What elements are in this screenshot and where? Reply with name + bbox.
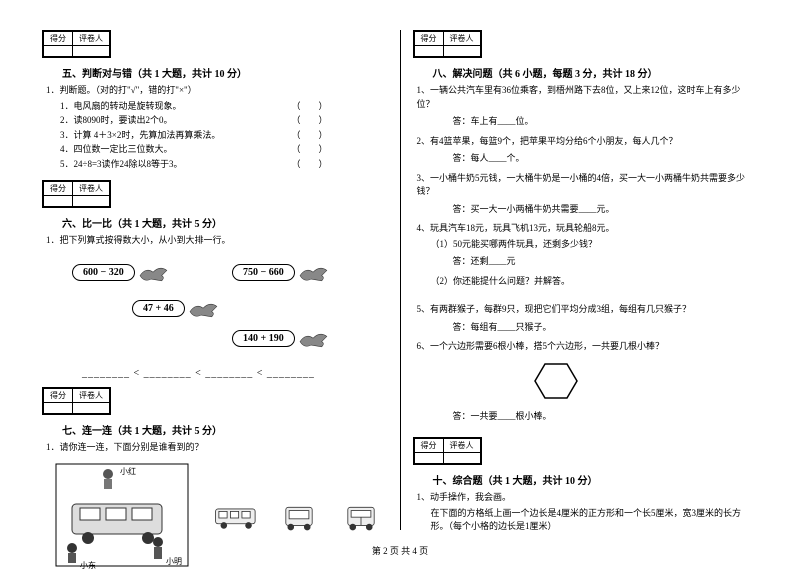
q8-2: 2、有4篮苹果，每篮9个，把苹果平均分给6个小朋友，每人几个？ <box>417 135 759 149</box>
q8-1: 1、一辆公共汽车里有36位乘客，到梧州路下去8位，又上来12位，这时车上有多少位… <box>417 84 759 111</box>
section-5-title: 五、判断对与错（共 1 大题，共计 10 分） <box>62 65 388 80</box>
section-10-title: 十、综合题（共 1 大题，共计 10 分） <box>433 472 759 487</box>
item-text: 4．四位数一定比三位数大。 <box>60 144 173 154</box>
a8-5: 答：每组有____只猴子。 <box>453 321 759 335</box>
score-box-6: 得分 评卷人 <box>42 180 111 208</box>
bird-icon <box>295 326 331 352</box>
q5-1-4: 4．四位数一定比三位数大。 （ ） <box>60 143 388 157</box>
label-xiaoming: 小明 <box>166 556 182 567</box>
bird-4: 140 + 190 <box>232 326 331 352</box>
a8-2: 答：每人____个。 <box>453 152 759 166</box>
expr-3: 47 + 46 <box>132 300 185 317</box>
grader-label: 评卷人 <box>443 439 480 453</box>
bird-1: 600 − 320 <box>72 260 171 286</box>
right-column: 得分 评卷人 八、解决问题（共 6 小题，每题 3 分，共计 18 分） 1、一… <box>401 30 771 530</box>
expr-1: 600 − 320 <box>72 264 135 281</box>
van-front-icon <box>274 504 324 532</box>
hexagon-icon <box>533 360 759 404</box>
score-label: 得分 <box>44 32 73 46</box>
grader-label: 评卷人 <box>443 32 480 46</box>
q8-4-2: （2）你还能提什么问题？并解答。 <box>431 275 759 289</box>
paren: （ ） <box>291 129 327 143</box>
item-text: 1．电风扇的转动是旋转现象。 <box>60 101 182 111</box>
score-box-8: 得分 评卷人 <box>413 30 482 58</box>
score-label: 得分 <box>44 182 73 196</box>
q8-5: 5、有两群猴子，每群9只，现把它们平均分成3组，每组有几只猴子？ <box>417 303 759 317</box>
expr-4: 140 + 190 <box>232 330 295 347</box>
q5-1-3: 3．计算 4＋3×2时，先算加法再算乘法。 （ ） <box>60 129 388 143</box>
label-xiaodong: 小东 <box>80 560 96 571</box>
a8-1: 答：车上有____位。 <box>453 115 759 129</box>
bird-icon <box>295 260 331 286</box>
q6-1: 1．把下列算式按得数大小，从小到大排一行。 <box>46 234 388 248</box>
a8-3: 答：买一大一小两桶牛奶共需要____元。 <box>453 203 759 217</box>
bird-icon <box>185 296 221 322</box>
q7-1: 1．请你连一连，下面分别是谁看到的？ <box>46 441 388 455</box>
q8-4-1: （1）50元能买哪两件玩具，还剩多少钱？ <box>431 238 759 252</box>
score-label: 得分 <box>414 32 443 46</box>
q10-1-sub: 在下面的方格纸上画一个边长是4厘米的正方形和一个长5厘米，宽3厘米的长方形。（每… <box>431 507 759 534</box>
section-8-title: 八、解决问题（共 6 小题，每题 3 分，共计 18 分） <box>433 65 759 80</box>
item-text: 5．24÷8=3读作24除以8等于3。 <box>60 159 183 169</box>
score-box-7: 得分 评卷人 <box>42 387 111 415</box>
bird-diagram: 600 − 320 750 − 660 47 + 46 140 + 190 <box>62 254 388 364</box>
a8-6: 答：一共要____根小棒。 <box>453 410 759 424</box>
van-side-icon <box>212 504 262 532</box>
section-7-title: 七、连一连（共 1 大题，共计 5 分） <box>62 422 388 437</box>
paren: （ ） <box>291 143 327 157</box>
inequality-blanks: ________ < ________ < ________ < _______… <box>82 368 388 379</box>
grader-label: 评卷人 <box>73 182 110 196</box>
left-column: 得分 评卷人 五、判断对与错（共 1 大题，共计 10 分） 1．判断题。（对的… <box>30 30 401 530</box>
q8-4: 4、玩具汽车18元，玩具飞机13元，玩具轮船8元。 <box>417 222 759 236</box>
connect-diagram: 小红 小东 小明 <box>52 460 388 580</box>
bird-icon <box>135 260 171 286</box>
q8-6: 6、一个六边形需要6根小棒，搭5个六边形，一共要几根小棒？ <box>417 340 759 354</box>
item-text: 2．读8090时，要读出2个0。 <box>60 115 173 125</box>
q5-1-1: 1．电风扇的转动是旋转现象。 （ ） <box>60 100 388 114</box>
bird-2: 750 − 660 <box>232 260 331 286</box>
q8-3: 3、一小桶牛奶5元钱，一大桶牛奶是一小桶的4倍，买一大一小两桶牛奶共需要多少钱？ <box>417 172 759 199</box>
paren: （ ） <box>291 100 327 114</box>
score-label: 得分 <box>414 439 443 453</box>
grader-label: 评卷人 <box>73 388 110 402</box>
q10-1: 1、动手操作，我会画。 <box>417 491 759 505</box>
expr-2: 750 − 660 <box>232 264 295 281</box>
section-6-title: 六、比一比（共 1 大题，共计 5 分） <box>62 215 388 230</box>
q5-1-5: 5．24÷8=3读作24除以8等于3。 （ ） <box>60 158 388 172</box>
bird-3: 47 + 46 <box>132 296 221 322</box>
page-footer: 第 2 页 共 4 页 <box>0 544 800 557</box>
label-xiaohong: 小红 <box>120 466 136 477</box>
van-back-icon <box>336 504 386 532</box>
q5-1-2: 2．读8090时，要读出2个0。 （ ） <box>60 114 388 128</box>
grader-label: 评卷人 <box>73 32 110 46</box>
a8-4-1: 答：还剩____元 <box>453 255 759 269</box>
paren: （ ） <box>291 114 327 128</box>
score-label: 得分 <box>44 388 73 402</box>
score-box-10: 得分 评卷人 <box>413 437 482 465</box>
item-text: 3．计算 4＋3×2时，先算加法再算乘法。 <box>60 130 220 140</box>
q5-1: 1．判断题。（对的打"√"，错的打"×"） <box>46 84 388 98</box>
score-box-5: 得分 评卷人 <box>42 30 111 58</box>
paren: （ ） <box>291 158 327 172</box>
